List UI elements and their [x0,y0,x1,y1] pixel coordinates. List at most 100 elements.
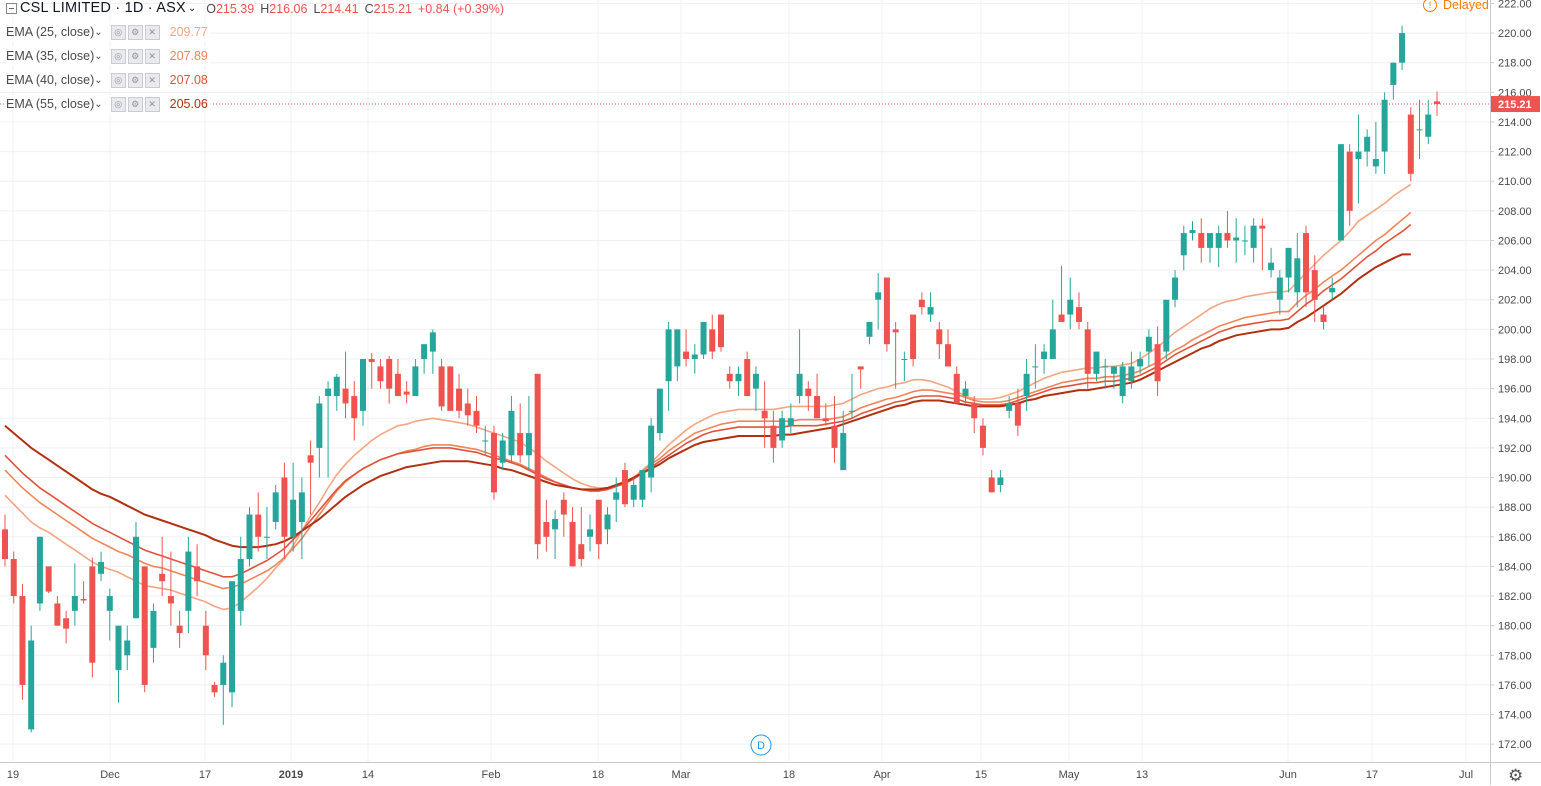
candle-body[interactable] [1198,233,1205,248]
remove-icon[interactable]: ✕ [144,96,160,112]
candle-body[interactable] [630,484,637,500]
candle-body[interactable] [45,566,52,592]
candle-body[interactable] [1093,351,1100,374]
candle-body[interactable] [1076,307,1082,322]
candle-body[interactable] [639,470,646,500]
candle-body[interactable] [316,403,323,448]
candle-body[interactable] [1084,329,1091,374]
candle-body[interactable] [394,373,401,397]
candle-body[interactable] [962,388,969,397]
candle-body[interactable] [246,514,253,559]
candle-body[interactable] [840,433,847,471]
candle-body[interactable] [1006,403,1013,411]
candle-body[interactable] [1320,314,1327,322]
candle-body[interactable] [1163,299,1170,352]
candle-body[interactable] [211,684,218,693]
candle-body[interactable] [115,625,122,671]
candle-body[interactable] [779,418,786,441]
candle-body[interactable] [691,354,698,359]
remove-icon[interactable]: ✕ [144,24,160,40]
candle-body[interactable] [901,359,908,360]
candle-body[interactable] [185,551,192,611]
candle-body[interactable] [10,559,17,597]
indicator-row[interactable]: EMA (35, close) ⌄ ◎ ⚙ ✕ 207.89 [6,47,211,65]
candle-body[interactable] [150,610,157,648]
delayed-badge[interactable]: ! Delayed [1423,0,1489,12]
candle-body[interactable] [1067,299,1074,315]
candle-body[interactable] [421,344,428,359]
candle-body[interactable] [735,373,742,382]
candle-body[interactable] [80,599,87,601]
chevron-down-icon[interactable]: ⌄ [94,74,103,86]
candle-body[interactable] [814,396,821,419]
candle-body[interactable] [875,292,882,300]
candle-body[interactable] [333,376,340,397]
candle-body[interactable] [71,596,78,611]
candle-body[interactable] [1119,366,1126,397]
candle-body[interactable] [787,418,794,426]
candle-body[interactable] [194,566,201,582]
candle-body[interactable] [587,529,594,537]
candle-body[interactable] [525,433,532,456]
candle-body[interactable] [953,373,960,404]
candle-body[interactable] [595,499,602,545]
chevron-down-icon[interactable]: ⌄ [94,50,103,62]
candle-body[interactable] [464,403,471,416]
candle-body[interactable] [988,477,995,493]
candle-body[interactable] [490,433,497,493]
candle-body[interactable] [726,373,733,382]
candle-body[interactable] [429,332,436,352]
candle-body[interactable] [386,359,393,389]
candle-body[interactable] [534,373,541,545]
settings-icon[interactable]: ⚙ [127,24,143,40]
candle-body[interactable] [1014,403,1021,426]
candle-body[interactable] [307,455,314,463]
candle-body[interactable] [412,366,419,397]
visibility-icon[interactable]: ◎ [110,48,126,64]
candle-body[interactable] [98,561,105,574]
candle-body[interactable] [883,277,890,345]
candle-body[interactable] [176,625,183,634]
candle-body[interactable] [910,314,917,359]
candle-body[interactable] [866,321,873,337]
candle-body[interactable] [141,566,148,685]
indicator-label[interactable]: EMA (25, close) [6,25,95,39]
candle-body[interactable] [1224,233,1231,241]
candle-body[interactable] [997,477,1004,485]
candle-body[interactable] [1049,329,1056,359]
candle-body[interactable] [1416,129,1423,131]
candle-body[interactable] [1180,233,1187,256]
candle-body[interactable] [1399,33,1406,63]
settings-gear-icon[interactable]: ⚙ [1508,766,1524,785]
candle-body[interactable] [438,366,445,407]
candle-body[interactable] [220,662,227,685]
candle-body[interactable] [1337,144,1344,241]
indicator-row[interactable]: EMA (40, close) ⌄ ◎ ⚙ ✕ 207.08 [6,71,211,89]
candle-body[interactable] [578,544,585,559]
candle-body[interactable] [648,425,655,478]
candle-body[interactable] [656,388,663,434]
candle-body[interactable] [1128,366,1135,382]
candle-body[interactable] [848,410,855,412]
candle-body[interactable] [560,499,567,515]
candle-body[interactable] [709,329,716,352]
candle-body[interactable] [936,329,943,345]
candle-body[interactable] [621,470,628,505]
candle-body[interactable] [106,596,113,611]
candle-body[interactable] [499,440,506,463]
candle-body[interactable] [1241,240,1248,242]
candle-body[interactable] [447,366,454,411]
candle-body[interactable] [665,329,672,382]
candle-body[interactable] [1303,233,1310,293]
candle-body[interactable] [28,640,35,730]
candle-body[interactable] [281,477,288,537]
visibility-icon[interactable]: ◎ [110,96,126,112]
candle-body[interactable] [1023,373,1030,397]
candle-body[interactable] [1102,366,1109,368]
candle-body[interactable] [543,521,550,537]
candle-body[interactable] [683,351,690,359]
candle-body[interactable] [36,536,43,604]
candle-body[interactable] [1434,101,1440,105]
candle-body[interactable] [613,492,620,500]
